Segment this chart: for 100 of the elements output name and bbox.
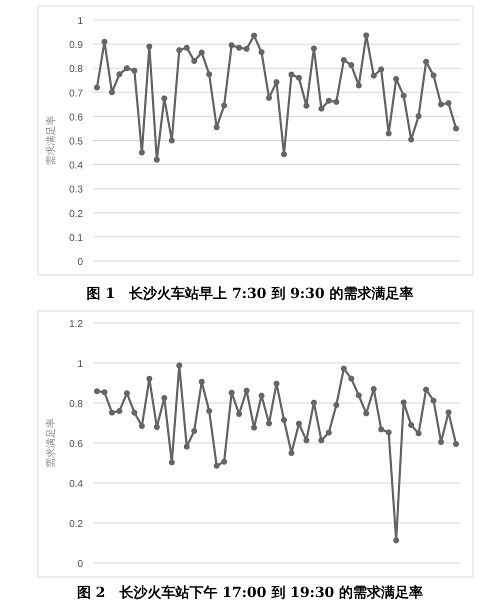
point (408, 422, 414, 428)
y-tick-label: 0.4 (69, 160, 84, 172)
point (131, 68, 138, 74)
point (400, 399, 407, 406)
text: 图 2 长沙火车站下午 17:00 到 19:30 的需求满足率 (76, 584, 424, 601)
point (221, 458, 228, 465)
point (206, 408, 212, 414)
point (318, 437, 324, 444)
point (116, 71, 122, 78)
point (266, 94, 272, 101)
point (228, 390, 235, 396)
point (333, 402, 340, 408)
point (236, 44, 242, 51)
point (176, 47, 182, 54)
point (356, 392, 362, 398)
point (236, 411, 242, 417)
point (400, 92, 407, 99)
point (221, 102, 228, 109)
point (378, 426, 384, 432)
point (303, 102, 310, 109)
point (94, 388, 100, 394)
point (296, 420, 302, 427)
y-tick-label: 0.6 (69, 439, 84, 450)
point (356, 82, 362, 89)
point (138, 150, 145, 156)
y-axis-title: 需求满足率 (45, 116, 57, 166)
point (274, 380, 280, 387)
y-tick-label: 0.1 (69, 232, 84, 244)
point (191, 428, 198, 434)
point (228, 42, 235, 48)
y-tick-label: 1 (77, 359, 84, 370)
point (101, 38, 108, 45)
point (184, 44, 190, 51)
point (348, 376, 354, 382)
point (146, 44, 152, 50)
point (184, 444, 190, 450)
point (154, 424, 160, 430)
point (101, 389, 108, 396)
point (438, 439, 444, 445)
point (168, 459, 175, 466)
y-tick-label: 0.8 (69, 399, 84, 410)
y-tick-label: 0.2 (69, 208, 84, 220)
point (124, 390, 130, 396)
point (146, 376, 152, 382)
point (340, 366, 347, 372)
point (116, 408, 122, 414)
point (108, 410, 115, 416)
point (393, 537, 400, 544)
point (310, 400, 317, 406)
y-tick-label: 0.6 (69, 112, 84, 124)
point (438, 101, 444, 108)
point (416, 430, 422, 436)
point (214, 124, 220, 130)
point (198, 378, 205, 385)
point (446, 100, 452, 106)
point (244, 46, 250, 52)
point (131, 410, 138, 416)
point (370, 72, 377, 79)
y-tick-label: 0.5 (69, 136, 84, 148)
point (138, 423, 145, 429)
point (161, 395, 168, 401)
point (378, 66, 384, 72)
y-tick-label: 0.4 (69, 479, 84, 490)
point (206, 71, 212, 78)
point (124, 65, 130, 72)
point (326, 98, 332, 104)
point (446, 409, 452, 416)
point (318, 106, 324, 112)
point (393, 76, 400, 82)
point (280, 417, 287, 423)
point (176, 362, 182, 368)
point (108, 89, 115, 96)
y-tick-label: 0.8 (69, 64, 84, 76)
y-tick-label: 1 (77, 16, 84, 27)
point (288, 450, 294, 456)
point (191, 58, 198, 64)
point (453, 125, 459, 132)
point (258, 49, 265, 56)
point (386, 130, 392, 137)
point (251, 424, 258, 431)
point (94, 84, 100, 90)
point (168, 138, 175, 144)
point (310, 45, 317, 52)
point (288, 71, 294, 78)
y-tick-label: 0.3 (69, 184, 84, 196)
point (198, 50, 205, 56)
point (370, 386, 377, 392)
text: 图 1 长沙火车站早上 7:30 到 9:30 的需求满足率 (86, 285, 414, 302)
y-tick-label: 0.7 (69, 88, 84, 100)
point (326, 430, 332, 436)
point (423, 58, 430, 65)
point (274, 79, 280, 86)
point (214, 462, 220, 469)
point (296, 74, 302, 81)
point (348, 62, 354, 68)
y-tick-label: 0 (77, 257, 84, 268)
point (416, 113, 422, 120)
point (266, 420, 272, 426)
point (161, 95, 168, 102)
point (333, 98, 340, 105)
